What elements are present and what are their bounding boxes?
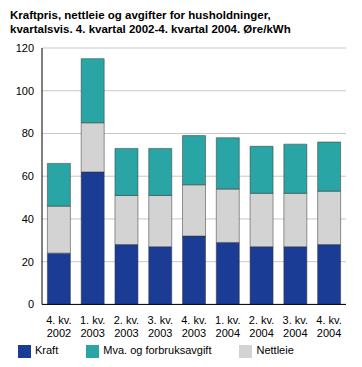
svg-text:0: 0 — [28, 298, 34, 310]
html-text:Kraftpris, nettleie og avgifte: Kraftpris, nettleie og avgifter for hush… — [10, 9, 291, 35]
svg-text:40: 40 — [22, 213, 34, 225]
svg-text:4. kv.2003: 4. kv.2003 — [181, 314, 206, 339]
html-text:Nettleie: Nettleie — [256, 344, 294, 357]
svg-text:2. kv.2003: 2. kv.2003 — [114, 314, 139, 339]
svg-text:3. kv.2003: 3. kv.2003 — [147, 314, 172, 339]
html-text:Mva. og forbruksavgift: Mva. og forbruksavgift — [103, 344, 212, 357]
svg-text:1. kv.2003: 1. kv.2003 — [80, 314, 105, 339]
svg-text:60: 60 — [22, 170, 34, 182]
svg-text:20: 20 — [22, 256, 34, 268]
svg-text:120: 120 — [16, 42, 34, 54]
svg-text:2. kv.2004: 2. kv.2004 — [249, 314, 274, 339]
svg-text:3. kv.2004: 3. kv.2004 — [283, 314, 308, 339]
html-text:Kraft: Kraft — [35, 344, 59, 357]
svg-text:1. kv.2004: 1. kv.2004 — [215, 314, 240, 339]
svg-text:80: 80 — [22, 127, 34, 139]
svg-text:4. kv.2002: 4. kv.2002 — [46, 314, 71, 339]
svg-text:100: 100 — [16, 85, 34, 97]
svg-text:4. kv.2004: 4. kv.2004 — [316, 314, 341, 339]
